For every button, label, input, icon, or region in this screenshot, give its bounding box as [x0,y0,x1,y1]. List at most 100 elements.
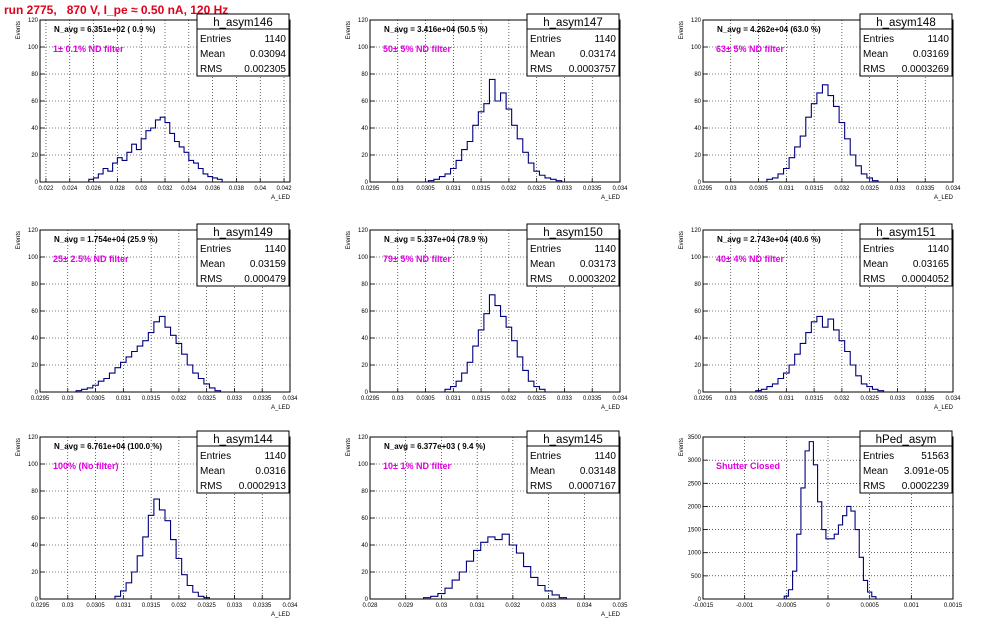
x-tick-label: 0.0295 [361,186,380,192]
y-tick-label: 500 [691,574,702,580]
x-tick-label: 0.031 [116,396,132,402]
stat-value: 0.0003202 [569,274,617,285]
stat-label: Mean [530,49,555,60]
stat-value: 0.03173 [580,259,617,270]
histogram-panel-h_asym147: 0.0295 0.03 0.0305 0.031 0.0315 0.032 0.0325 0.… [346,13,628,201]
x-axis-title: A_LED [934,405,954,411]
y-tick-label: 20 [361,153,368,159]
y-axis-title: Events [346,438,352,456]
stats-box-frame [859,430,953,494]
x-tick-label: 0.0325 [197,396,216,402]
x-tick-label: 0.0295 [694,186,713,192]
stats-box-frame [526,430,620,494]
stat-label: Entries [863,244,894,255]
y-tick-label: 40 [31,126,38,132]
stat-label: Mean [863,466,888,477]
stat-label: Entries [200,244,231,255]
x-tick-label: 0.0295 [361,396,380,402]
stat-label: Entries [200,451,231,462]
stats-box: h_asym149 Entries 1140 Mean 0.03159 RMS 0.0004… [196,223,290,287]
y-tick-label: 100 [28,255,39,261]
x-tick-label: 0.031 [446,396,462,402]
stats-box: h_asym147 Entries 1140 Mean 0.03174 RMS 0.0003… [526,13,620,77]
x-tick-label: 0.0305 [416,396,435,402]
x-tick-label: 0.022 [38,186,54,192]
stat-label: Mean [200,259,225,270]
stat-value: 0.03165 [913,259,950,270]
y-tick-label: 0 [698,180,702,186]
x-tick-label: 0.0305 [86,396,105,402]
stat-label: Mean [863,49,888,60]
x-tick-label: 0.0315 [472,186,491,192]
x-tick-label: 0.0335 [253,396,272,402]
x-tick-label: 0.026 [86,186,102,192]
histogram-series [88,116,223,182]
y-tick-label: 40 [361,543,368,549]
x-tick-label: 0.03 [725,186,737,192]
y-axis-title: Events [16,231,22,249]
y-tick-label: 80 [31,282,38,288]
y-tick-label: 60 [361,309,368,315]
stats-box-frame [526,13,620,77]
histogram-name: h_asym149 [213,227,272,239]
y-tick-label: 100 [358,45,369,51]
filter-annotation: 50± 5% ND filter [383,44,451,54]
x-tick-label: 0.001 [904,603,920,609]
stat-value: 1140 [927,34,949,45]
x-tick-label: 0.042 [277,186,293,192]
y-tick-label: 40 [361,336,368,342]
x-tick-label: 0.0015 [944,603,963,609]
x-tick-label: 0.0295 [694,396,713,402]
stat-value: 1140 [264,451,286,462]
x-tick-label: 0.04 [254,186,266,192]
stat-label: Entries [530,244,561,255]
x-tick-label: 0.0305 [416,186,435,192]
x-tick-label: 0.0325 [527,396,546,402]
x-tick-label: -0.0005 [776,603,797,609]
x-tick-label: 0.03 [725,396,737,402]
x-tick-label: 0.032 [157,186,173,192]
filter-annotation: 10± 1% ND filter [383,461,451,471]
y-tick-label: 100 [28,45,39,51]
x-tick-label: 0.032 [501,396,517,402]
y-tick-label: 120 [691,228,702,234]
stat-value: 0.0002239 [902,481,950,492]
histogram-panel-h_asym149: 0.0295 0.03 0.0305 0.031 0.0315 0.032 0.0325 0.… [16,223,298,411]
navg-label: N_avg = 6.377e+03 ( 9.4 %) [384,442,486,451]
histogram-name: h_asym150 [543,227,602,239]
histogram-series [427,78,563,182]
x-tick-label: 0.032 [834,396,850,402]
x-tick-label: 0.033 [541,603,557,609]
histogram-name: h_asym144 [213,434,273,446]
x-tick-label: 0.033 [227,603,243,609]
y-tick-label: 3000 [688,458,702,464]
y-tick-label: 80 [361,282,368,288]
y-tick-label: 80 [361,72,368,78]
x-axis-title: A_LED [271,405,291,411]
stat-value: 0.03094 [250,49,287,60]
stats-box-frame [196,223,290,287]
y-tick-label: 40 [31,543,38,549]
stat-label: Mean [200,466,225,477]
stat-value: 0.03174 [580,49,617,60]
y-axis-title: Events [679,438,685,456]
stat-label: RMS [863,274,886,285]
x-tick-label: 0.034 [282,603,298,609]
y-axis-title: Events [679,231,685,249]
y-tick-label: 40 [361,126,368,132]
y-tick-label: 0 [698,597,702,603]
y-tick-label: 120 [28,435,39,441]
navg-label: N_avg = 1.754e+04 (25.9 %) [54,235,158,244]
histogram-series [75,315,222,392]
stat-value: 0.0316 [255,466,286,477]
x-tick-label: 0.038 [229,186,245,192]
y-tick-label: 120 [691,18,702,24]
stat-label: Entries [200,34,231,45]
stat-value: 1140 [594,244,616,255]
x-tick-label: 0.032 [171,396,187,402]
stats-box-frame [526,223,620,287]
y-tick-label: 0 [365,597,369,603]
histogram-panel-h_asym144: 0.0295 0.03 0.0305 0.031 0.0315 0.032 0.0325 0.… [16,430,298,618]
stat-label: RMS [200,64,223,75]
y-tick-label: 40 [694,126,701,132]
